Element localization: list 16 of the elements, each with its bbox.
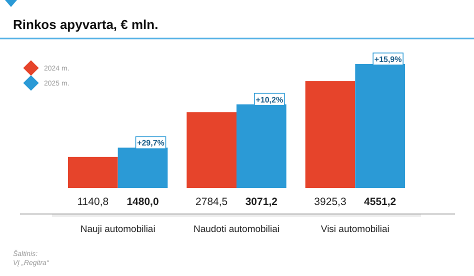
data-label: 4551,2 bbox=[364, 196, 396, 208]
x-tick-label: Nauji automobiliai bbox=[80, 224, 156, 235]
x-tick-label: Naudoti automobiliai bbox=[193, 224, 280, 235]
annotation: +10,2% bbox=[256, 95, 284, 104]
bar bbox=[186, 112, 236, 188]
x-tick-label: Visi automobiliai bbox=[320, 224, 390, 235]
data-label: 1480,0 bbox=[126, 196, 159, 208]
data-label: 3071,2 bbox=[245, 196, 278, 208]
chart-title: Rinkos apyvarta, € mln. bbox=[13, 17, 158, 32]
annotation: +29,7% bbox=[137, 138, 164, 148]
bar bbox=[68, 156, 118, 188]
data-label: 3925,3 bbox=[314, 196, 346, 208]
annotation: +15,9% bbox=[374, 55, 402, 64]
bar bbox=[305, 81, 356, 188]
data-label: 1140,8 bbox=[77, 196, 109, 208]
data-label: 2784,5 bbox=[196, 196, 228, 208]
